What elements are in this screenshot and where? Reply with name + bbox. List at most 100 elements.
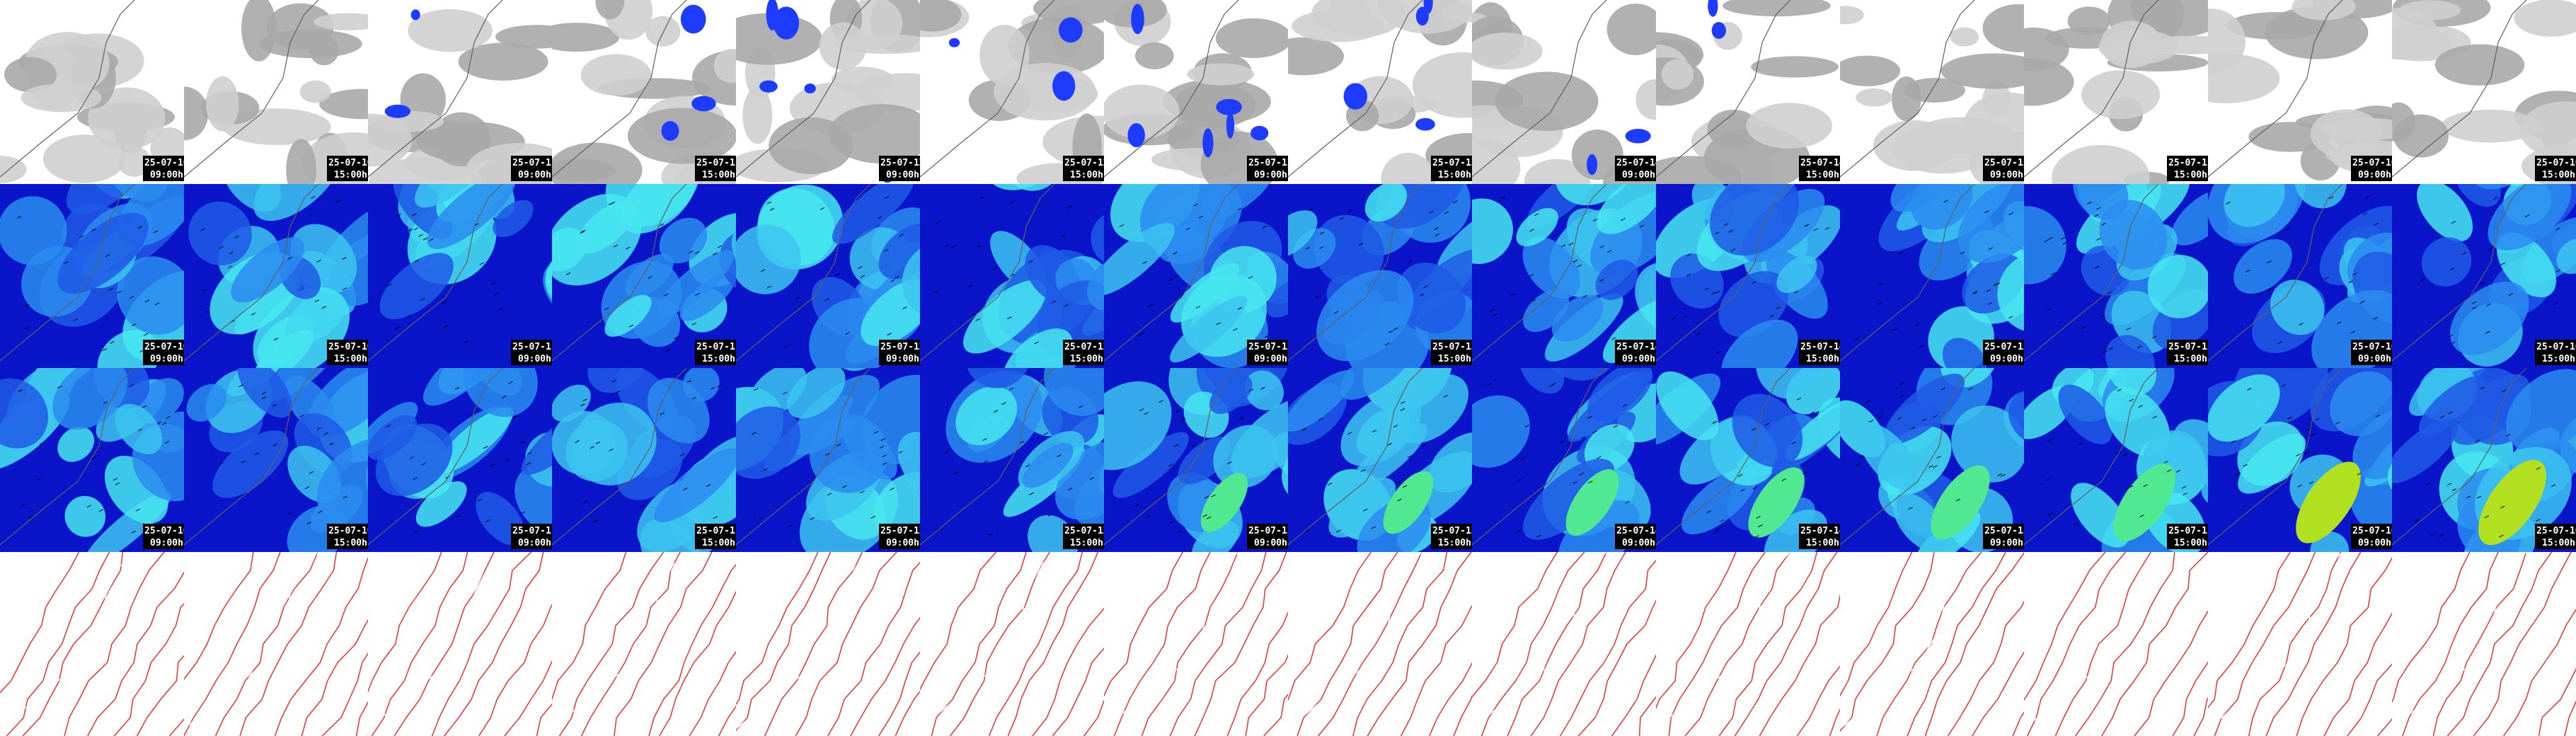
time-label: 09:00h [886, 538, 919, 548]
date-label: 25-07-15 [2168, 342, 2213, 352]
field [1340, 368, 1420, 400]
isobar [2208, 552, 2291, 709]
wind-arrow [860, 275, 865, 278]
date-label: 25-07-15 [1984, 526, 2029, 536]
wind-arrow [1899, 382, 1904, 386]
wind-arrow [429, 238, 434, 241]
wind-arrow [18, 389, 23, 392]
wind-arrow [890, 279, 895, 282]
coastline [736, 184, 871, 362]
isobar [2074, 552, 2175, 736]
wind-arrow [1340, 217, 1345, 220]
wind-arrow [1020, 440, 1025, 444]
field [1393, 374, 1468, 444]
cloud [2398, 0, 2461, 21]
map-tile: 25-07-15 09:00h [1840, 0, 2024, 184]
wind-arrow [422, 237, 428, 241]
time-label: 09:00h [150, 354, 183, 364]
map-tile: 25-07-15 15:00h [2024, 0, 2208, 184]
field [64, 495, 106, 537]
wind-arrow [1671, 317, 1677, 321]
label-box [695, 524, 736, 549]
field [437, 407, 514, 473]
cloud [2392, 102, 2415, 142]
precip [1202, 128, 1214, 158]
wind-arrow [1422, 443, 1427, 447]
wind-arrow [2480, 386, 2485, 390]
wind-arrow [640, 504, 645, 507]
label-box [1983, 156, 2024, 181]
map-tile [736, 552, 920, 736]
wind-arrow [2352, 272, 2357, 276]
cloud [314, 13, 368, 30]
wind-arrow [2081, 326, 2086, 329]
wind-arrow [1611, 337, 1616, 340]
cloud [1472, 33, 1543, 70]
precip [766, 0, 778, 30]
map-tile: 25-07-11 15:00h [552, 0, 736, 184]
isobar [1083, 699, 1104, 736]
isobar [321, 652, 368, 736]
precip [759, 80, 778, 93]
wind-arrow [1910, 427, 1915, 430]
wind-arrow [1730, 248, 1736, 252]
cloud [2067, 6, 2111, 35]
wind-arrow [1793, 290, 1799, 294]
label-box [1431, 524, 1472, 549]
wind-arrow [2138, 405, 2144, 408]
field-high [1565, 469, 1619, 536]
isobar [371, 552, 468, 736]
wind-arrow [1868, 420, 1874, 423]
wind-arrow [717, 245, 723, 248]
wind-arrow [2553, 302, 2558, 305]
wind-arrow [2536, 518, 2541, 522]
wind-arrow [219, 462, 224, 466]
date-label: 25-07-14 [1616, 158, 1661, 168]
field-high [1931, 465, 1990, 540]
wind-arrow [1198, 215, 1204, 219]
date-label: 25-07-11 [512, 526, 557, 536]
wind-arrow [1987, 302, 1993, 305]
wind-arrow [613, 244, 619, 248]
coastline [736, 0, 871, 178]
isobar [301, 619, 368, 736]
wind-arrow [335, 200, 340, 203]
isobar [444, 552, 544, 736]
isobar [614, 552, 713, 736]
field [552, 384, 591, 422]
wind-arrow [1549, 384, 1554, 387]
wind-arrow [2143, 484, 2148, 488]
date-label: 25-07-15 [1984, 342, 2029, 352]
label-box [2535, 156, 2576, 181]
wind-arrow [1919, 345, 1924, 348]
wind-arrow [1769, 314, 1775, 318]
wind-arrow [2047, 512, 2053, 516]
coastline [2392, 368, 2527, 546]
isobar [1226, 611, 1288, 736]
wind-arrow [251, 312, 256, 316]
wind-arrow [1028, 260, 1033, 263]
isobar [1263, 694, 1288, 736]
field [587, 368, 645, 393]
field [647, 378, 710, 444]
wind-arrow [2094, 265, 2099, 269]
isobar [1472, 552, 1558, 698]
wind-arrow [2324, 277, 2330, 280]
time-label: 09:00h [1254, 538, 1287, 548]
cloud [552, 23, 620, 52]
field [115, 403, 163, 454]
wind-arrow [858, 266, 863, 270]
wind-arrow [1319, 231, 1325, 235]
label-box [2351, 524, 2392, 549]
cloud [1892, 123, 1994, 174]
time-label: 15:00h [334, 170, 367, 180]
label-box [1983, 524, 2024, 549]
cloud [0, 156, 27, 183]
label-box [1063, 524, 1104, 549]
field [1397, 262, 1466, 333]
wind-arrow [2328, 196, 2334, 200]
field [1858, 422, 1919, 491]
date-label: 25-07-12 [1064, 342, 1109, 352]
wind-arrow [1625, 500, 1631, 504]
